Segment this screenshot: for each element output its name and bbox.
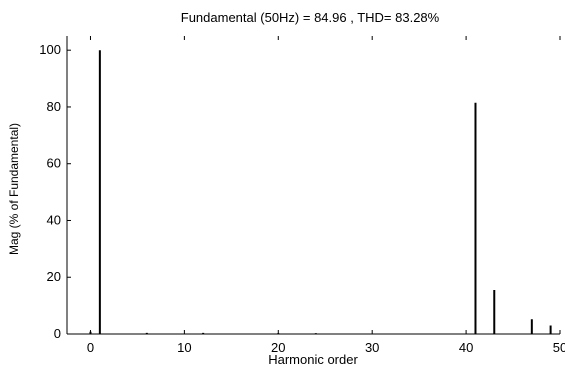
x-tick-label-5: 50 — [553, 340, 565, 355]
x-tick-label-1: 10 — [177, 340, 191, 355]
y-tick-label-5: 100 — [39, 42, 61, 57]
x-tick-label-3: 30 — [365, 340, 379, 355]
y-axis-label: Mag (% of Fundamental) — [7, 123, 21, 255]
axis-ticks: 0 10 20 30 40 50 0 20 40 60 80 100 — [39, 36, 565, 355]
y-tick-label-3: 60 — [47, 156, 61, 171]
y-tick-label-2: 40 — [47, 212, 61, 227]
bars-group — [89, 50, 552, 334]
chart-title: Fundamental (50Hz) = 84.96 , THD= 83.28% — [181, 10, 440, 25]
plot-frame — [66, 36, 560, 335]
x-axis-label: Harmonic order — [268, 352, 358, 367]
y-tick-label-0: 0 — [54, 326, 61, 341]
x-tick-label-4: 40 — [459, 340, 473, 355]
y-tick-label-1: 20 — [47, 269, 61, 284]
x-tick-label-2: 20 — [271, 340, 285, 355]
y-tick-label-4: 80 — [47, 99, 61, 114]
x-tick-label-0: 0 — [87, 340, 94, 355]
